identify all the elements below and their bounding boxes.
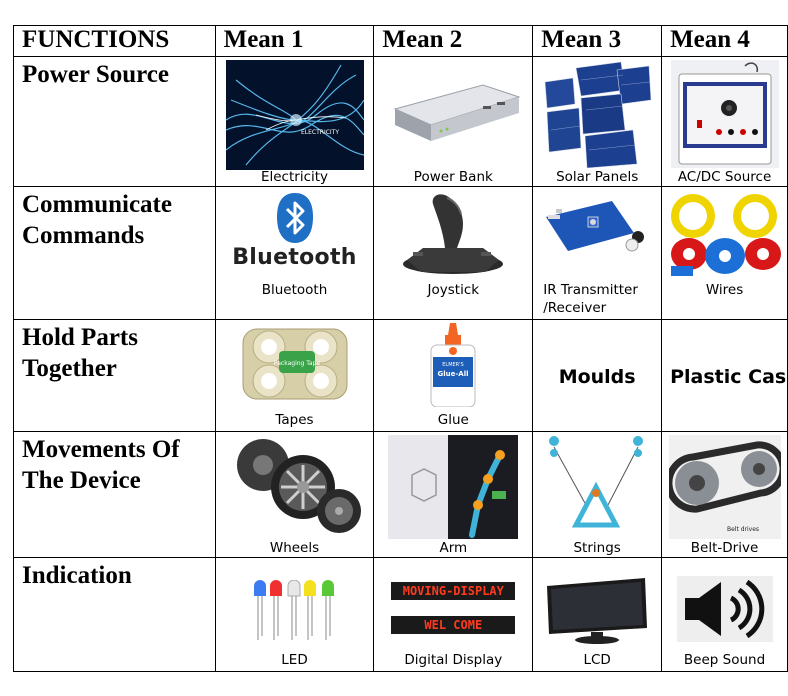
header-mean-2: Mean 2 [373,25,534,57]
caption-glue: Glue [437,412,469,428]
morphological-chart: FUNCTIONS Mean 1 Mean 2 Mean 3 Mean 4 Po… [13,25,788,672]
caption-led: LED [281,652,308,668]
digital-display-image: MOVING-DISPLAY WEL COME [374,582,532,634]
speaker-icon [662,576,787,642]
bluetooth-logo: Bluetooth [216,193,374,270]
caption-bluetooth: Bluetooth [261,282,328,298]
row-communicate-commands: Communicate Commands Bluetooth Bluetooth [13,186,788,320]
wheels-image [216,435,374,539]
caption-ac-dc-source: AC/DC Source [677,169,772,185]
tape-label: Packaging Tape [273,360,320,367]
mean-digital-display: MOVING-DISPLAY WEL COME Digital Display [373,557,534,672]
lcd-monitor-image [533,576,661,646]
mean-belt-drive: Belt drives Belt-Drive [661,431,788,558]
belt-drive-inner-label: Belt drives [727,526,759,533]
caption-tapes: Tapes [275,412,314,428]
header-mean-3: Mean 3 [532,25,663,57]
mean-wires: Wires [661,186,788,320]
mean-joystick: Joystick [373,186,534,320]
function-communicate-commands: Communicate Commands [13,186,216,320]
mean-bluetooth: Bluetooth Bluetooth [214,186,375,320]
ac-dc-source-image [662,60,787,168]
mean-solar-panels: Solar Panels [532,56,663,187]
mean-arm: Arm [373,431,534,558]
bluetooth-wordmark: Bluetooth [232,245,357,270]
header-row: FUNCTIONS Mean 1 Mean 2 Mean 3 Mean 4 [13,25,788,57]
caption-digital-display: Digital Display [404,652,503,668]
caption-power-bank: Power Bank [413,169,493,185]
mean-plastic-case-label: Plastic Case [670,366,788,388]
header-functions: FUNCTIONS [13,25,216,57]
function-hold-parts-together: Hold Parts Together [13,319,216,432]
glue-image: ELMER'S Glue-All [374,323,532,407]
power-bank-image [374,79,532,154]
row-hold-parts-together: Hold Parts Together Packaging Tape [13,319,788,432]
row-power-source: Power Source [13,56,788,187]
mean-glue: ELMER'S Glue-All Glue [373,319,534,432]
strings-image [533,435,661,539]
caption-arm: Arm [439,540,468,556]
caption-wires: Wires [705,282,744,298]
arm-image [374,435,532,539]
function-power-source: Power Source [13,56,216,187]
bluetooth-icon [276,193,313,243]
tapes-image: Packaging Tape [216,323,374,403]
wires-image [662,190,787,278]
function-indication: Indication [13,557,216,672]
row-movements-of-the-device: Movements Of The Device [13,431,788,558]
mean-led: LED [214,557,375,672]
mean-strings: Strings [532,431,663,558]
mean-moulds: Moulds [532,319,663,432]
display-line-1: MOVING-DISPLAY [391,582,516,600]
mean-ac-dc-source: AC/DC Source [661,56,788,187]
caption-wheels: Wheels [269,540,320,556]
led-image [216,580,374,642]
caption-lcd: LCD [583,652,611,668]
header-mean-4: Mean 4 [661,25,788,57]
belt-drive-image: Belt drives [662,435,787,539]
solar-panels-image [533,60,661,168]
row-indication: Indication [13,557,788,672]
glue-name: Glue-All [438,370,469,378]
function-movements: Movements Of The Device [13,431,216,558]
glue-brand: ELMER'S [443,362,464,368]
mean-moulds-label: Moulds [558,366,636,388]
caption-strings: Strings [573,540,621,556]
caption-solar-panels: Solar Panels [556,169,639,185]
mean-beep-sound: Beep Sound [661,557,788,672]
mean-electricity: ELECTRICITY Electricity [214,56,375,187]
electricity-image-caption: ELECTRICITY [301,129,339,136]
header-mean-1: Mean 1 [214,25,375,57]
caption-beep-sound: Beep Sound [683,652,766,668]
electricity-image: ELECTRICITY [216,60,374,170]
mean-wheels: Wheels [214,431,375,558]
ir-module-image [533,197,661,261]
joystick-image [374,190,532,280]
caption-joystick: Joystick [427,282,480,298]
mean-tapes: Packaging Tape Tapes [214,319,375,432]
mean-plastic-case: Plastic Case [661,319,788,432]
mean-ir-transmitter: IR Transmitter /Receiver [532,186,663,320]
mean-lcd: LCD [532,557,663,672]
display-line-2: WEL COME [391,616,516,634]
caption-ir-transmitter: IR Transmitter /Receiver [543,282,638,316]
mean-power-bank: Power Bank [373,56,534,187]
caption-belt-drive: Belt-Drive [690,540,759,556]
caption-electricity: Electricity [260,169,329,185]
